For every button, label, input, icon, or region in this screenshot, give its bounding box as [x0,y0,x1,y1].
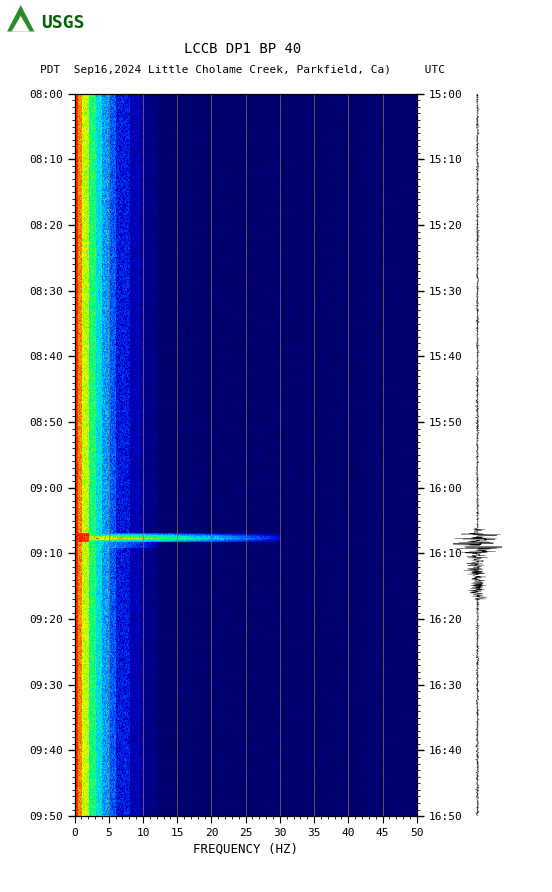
Polygon shape [12,16,30,31]
Text: LCCB DP1 BP 40: LCCB DP1 BP 40 [184,42,301,56]
X-axis label: FREQUENCY (HZ): FREQUENCY (HZ) [193,842,298,855]
Text: USGS: USGS [41,14,85,32]
Polygon shape [7,5,34,31]
Text: PDT  Sep16,2024 Little Cholame Creek, Parkfield, Ca)     UTC: PDT Sep16,2024 Little Cholame Creek, Par… [40,64,445,75]
